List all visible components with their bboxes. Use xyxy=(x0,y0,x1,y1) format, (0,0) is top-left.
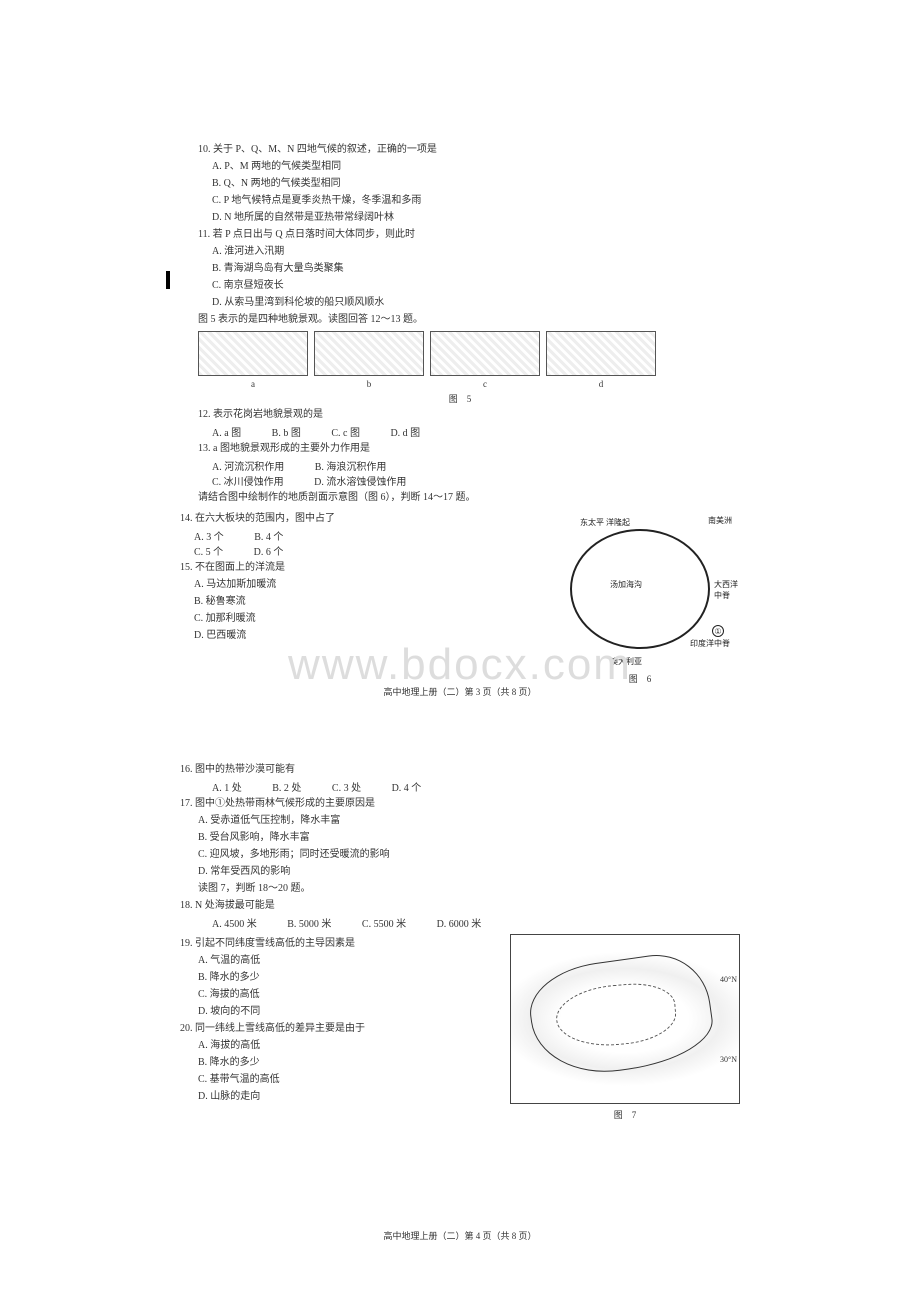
q14-opt-a: A. 3 个 xyxy=(194,528,224,543)
q17-opt-a: A. 受赤道低气压控制，降水丰富 xyxy=(180,813,740,828)
fig5-c xyxy=(430,331,540,376)
q20-opt-c: C. 基带气温的高低 xyxy=(180,1072,490,1087)
q14-opt-c: C. 5 个 xyxy=(194,543,223,558)
q10-stem: 10. 关于 P、Q、M、N 四地气候的叙述，正确的一项是 xyxy=(180,142,740,157)
q13-options-row2: C. 冰川侵蚀作用 D. 流水溶蚀侵蚀作用 xyxy=(180,473,740,488)
q14-opt-d: D. 6 个 xyxy=(254,543,284,558)
q11-opt-c: C. 南京昼短夜长 xyxy=(180,278,740,293)
q12-opt-a: A. a 图 xyxy=(212,424,241,439)
q19-q20-with-fig7: 19. 引起不同纬度雪线高低的主导因素是 A. 气温的高低 B. 降水的多少 C… xyxy=(180,934,740,1121)
q15-opt-b: B. 秘鲁寒流 xyxy=(180,594,520,609)
q14-row1: A. 3 个 B. 4 个 xyxy=(180,528,520,543)
fig7-lat-bot: 30°N xyxy=(720,1055,737,1064)
q13-opt-d: D. 流水溶蚀侵蚀作用 xyxy=(314,473,406,488)
q11-opt-d: D. 从索马里湾到科伦坡的船只顺风顺水 xyxy=(180,295,740,310)
q14-row2: C. 5 个 D. 6 个 xyxy=(180,543,520,558)
q17-opt-d: D. 常年受西风的影响 xyxy=(180,864,740,879)
q12-options: A. a 图 B. b 图 C. c 图 D. d 图 xyxy=(180,424,740,439)
left-column-q19-20: 19. 引起不同纬度雪线高低的主导因素是 A. 气温的高低 B. 降水的多少 C… xyxy=(180,934,490,1106)
q20-opt-d: D. 山脉的走向 xyxy=(180,1089,490,1104)
q13-opt-c: C. 冰川侵蚀作用 xyxy=(212,473,284,488)
figure-5-row xyxy=(180,331,740,376)
q18-options: A. 4500 米 B. 5000 米 C. 5500 米 D. 6000 米 xyxy=(180,915,740,930)
q19-opt-d: D. 坡向的不同 xyxy=(180,1004,490,1019)
page4-footer: 高中地理上册（二）第 4 页（共 8 页） xyxy=(383,1229,536,1242)
q13-stem: 13. a 图地貌景观形成的主要外力作用是 xyxy=(180,441,740,456)
q15-stem: 15. 不在图面上的洋流是 xyxy=(180,560,520,575)
fig6-lbl-topright: 南美洲 xyxy=(708,515,732,526)
fig7-intro: 读图 7，判断 18～20 题。 xyxy=(180,881,740,896)
q10-opt-c: C. P 地气候特点是夏季炎热干燥，冬季温和多雨 xyxy=(180,193,740,208)
figure-7: 40°N 30°N xyxy=(510,934,740,1104)
q16-options: A. 1 处 B. 2 处 C. 3 处 D. 4 个 xyxy=(180,779,740,794)
page-4: 16. 图中的热带沙漠可能有 A. 1 处 B. 2 处 C. 3 处 D. 4… xyxy=(180,760,740,1121)
fig5-caption: 图 5 xyxy=(180,392,740,405)
q18-opt-a: A. 4500 米 xyxy=(212,915,257,930)
page-3: 10. 关于 P、Q、M、N 四地气候的叙述，正确的一项是 A. P、M 两地的… xyxy=(180,140,740,698)
q12-stem: 12. 表示花岗岩地貌景观的是 xyxy=(180,407,740,422)
q13-opt-a: A. 河流沉积作用 xyxy=(212,458,284,473)
q19-stem: 19. 引起不同纬度雪线高低的主导因素是 xyxy=(180,936,490,951)
fig7-lat-top: 40°N xyxy=(720,975,737,984)
q11-opt-b: B. 青海湖鸟岛有大量鸟类聚集 xyxy=(180,261,740,276)
fig6-lbl-bottomright: 印度洋中脊 xyxy=(690,638,730,649)
fig5-d xyxy=(546,331,656,376)
q20-opt-a: A. 海拔的高低 xyxy=(180,1038,490,1053)
fig6-lbl-center: 汤加海沟 xyxy=(610,579,642,590)
q12-opt-d: D. d 图 xyxy=(390,424,420,439)
figure-7-wrapper: 40°N 30°N 图 7 xyxy=(510,934,740,1121)
q20-opt-b: B. 降水的多少 xyxy=(180,1055,490,1070)
q13-opt-b: B. 海浪沉积作用 xyxy=(315,458,387,473)
margin-mark xyxy=(166,271,170,289)
fig6-lbl-topleft: 东太平 洋隆起 xyxy=(580,517,630,528)
q12-opt-c: C. c 图 xyxy=(331,424,360,439)
fig5-intro: 图 5 表示的是四种地貌景观。读图回答 12～13 题。 xyxy=(180,312,740,327)
fig5-b xyxy=(314,331,424,376)
fig5-a xyxy=(198,331,308,376)
q11-stem: 11. 若 P 点日出与 Q 点日落时间大体同步，则此时 xyxy=(180,227,740,242)
q14-stem: 14. 在六大板块的范围内，图中占了 xyxy=(180,511,520,526)
watermark: www.bdocx.com xyxy=(288,640,632,690)
q18-opt-b: B. 5000 米 xyxy=(287,915,331,930)
q19-opt-b: B. 降水的多少 xyxy=(180,970,490,985)
q20-stem: 20. 同一纬线上雪线高低的差异主要是由于 xyxy=(180,1021,490,1036)
fig6-marker-1: ① xyxy=(712,625,724,637)
q17-stem: 17. 图中①处热带雨林气候形成的主要原因是 xyxy=(180,796,740,811)
q13-options-row1: A. 河流沉积作用 B. 海浪沉积作用 xyxy=(180,458,740,473)
q16-opt-a: A. 1 处 xyxy=(212,779,242,794)
q16-stem: 16. 图中的热带沙漠可能有 xyxy=(180,762,740,777)
q16-opt-d: D. 4 个 xyxy=(392,779,422,794)
q14-opt-b: B. 4 个 xyxy=(254,528,283,543)
q18-stem: 18. N 处海拔最可能是 xyxy=(180,898,740,913)
q12-opt-b: B. b 图 xyxy=(272,424,301,439)
q17-opt-b: B. 受台风影响，降水丰富 xyxy=(180,830,740,845)
left-column-q14-15: 14. 在六大板块的范围内，图中占了 A. 3 个 B. 4 个 C. 5 个 … xyxy=(180,509,520,645)
q19-opt-c: C. 海拔的高低 xyxy=(180,987,490,1002)
q19-opt-a: A. 气温的高低 xyxy=(180,953,490,968)
q11-opt-a: A. 淮河进入汛期 xyxy=(180,244,740,259)
q18-opt-d: D. 6000 米 xyxy=(437,915,482,930)
q15-opt-c: C. 加那利暖流 xyxy=(180,611,520,626)
q10-opt-d: D. N 地所属的自然带是亚热带常绿阔叶林 xyxy=(180,210,740,225)
q16-opt-c: C. 3 处 xyxy=(332,779,361,794)
fig7-caption: 图 7 xyxy=(510,1108,740,1121)
q15-opt-a: A. 马达加斯加暖流 xyxy=(180,577,520,592)
q18-opt-c: C. 5500 米 xyxy=(362,915,406,930)
q16-opt-b: B. 2 处 xyxy=(272,779,301,794)
q17-opt-c: C. 迎风坡，多地形雨；同时还受暖流的影响 xyxy=(180,847,740,862)
q10-opt-b: B. Q、N 两地的气候类型相同 xyxy=(180,176,740,191)
q10-opt-a: A. P、M 两地的气候类型相同 xyxy=(180,159,740,174)
fig6-lbl-right: 大西洋 中脊 xyxy=(714,579,744,601)
fig6-intro: 请结合图中绘制作的地质剖面示意图（图 6），判断 14～17 题。 xyxy=(180,490,740,505)
